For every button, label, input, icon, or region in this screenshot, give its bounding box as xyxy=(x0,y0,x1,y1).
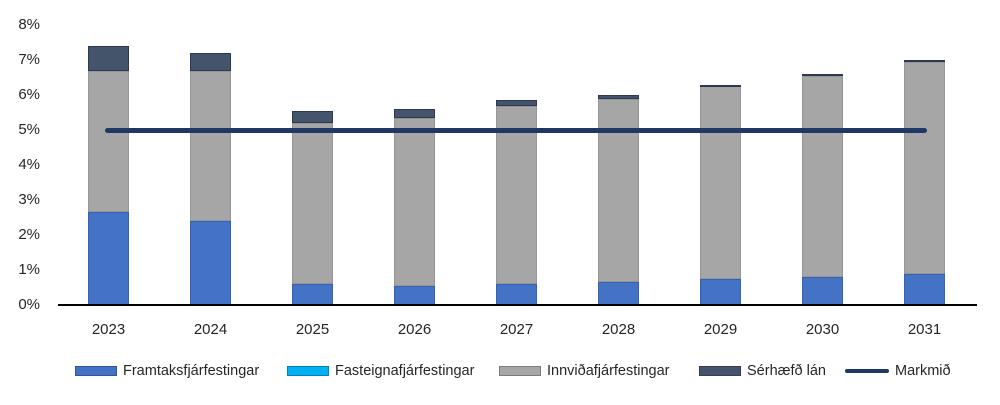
y-tick-label: 2% xyxy=(18,226,40,243)
bar-segment xyxy=(598,98,639,283)
bar-segment xyxy=(904,60,945,62)
x-category-label: 2029 xyxy=(703,321,738,338)
y-tick-label: 0% xyxy=(18,296,40,313)
bar-segment xyxy=(394,109,435,118)
x-category-label: 2031 xyxy=(907,321,942,338)
bar-segment xyxy=(190,70,231,221)
bar-segment xyxy=(190,53,231,71)
legend-label: Sérhæfð lán xyxy=(747,362,826,379)
x-axis-line xyxy=(58,303,977,306)
y-tick-label: 1% xyxy=(18,261,40,278)
bar-segment xyxy=(904,273,945,305)
legend-swatch-rect xyxy=(499,365,541,376)
legend-swatch-line xyxy=(845,368,889,373)
bar-segment xyxy=(496,105,537,284)
y-tick-label: 4% xyxy=(18,156,40,173)
bar-segment xyxy=(88,212,129,305)
legend-item: Fasteignafjárfestingar xyxy=(287,361,474,380)
bar-segment xyxy=(700,84,741,87)
legend-item: Innviðafjárfestingar xyxy=(499,361,670,380)
legend-item: Framtaksfjárfestingar xyxy=(75,361,259,380)
legend-item: Markmið xyxy=(845,361,951,380)
bar-segment xyxy=(802,75,843,277)
bar-segment xyxy=(190,221,231,305)
target-line-markmid xyxy=(105,127,927,133)
bar-segment xyxy=(700,278,741,305)
y-tick-label: 7% xyxy=(18,51,40,68)
legend-swatch-rect xyxy=(287,365,329,376)
x-category-label: 2026 xyxy=(397,321,432,338)
bar-segment xyxy=(700,86,741,279)
x-category-label: 2030 xyxy=(805,321,840,338)
bar-segment xyxy=(292,123,333,284)
y-tick-label: 3% xyxy=(18,191,40,208)
legend-item: Sérhæfð lán xyxy=(699,361,826,380)
bar-segment xyxy=(598,282,639,305)
bar-segment xyxy=(88,46,129,71)
bar-segment xyxy=(292,284,333,305)
legend-label: Framtaksfjárfestingar xyxy=(123,362,260,379)
bar-segment xyxy=(904,61,945,274)
y-tick-label: 6% xyxy=(18,86,40,103)
legend-swatch-rect xyxy=(699,365,741,376)
bar-segment xyxy=(496,100,537,106)
legend-label: Innviðafjárfestingar xyxy=(547,362,670,379)
bar-segment xyxy=(394,117,435,286)
legend-label: Fasteignafjárfestingar xyxy=(335,362,475,379)
bar-segment xyxy=(292,110,333,123)
bar-segment xyxy=(598,95,639,99)
bar-segment xyxy=(394,285,435,305)
bar-segment xyxy=(802,74,843,76)
x-category-label: 2025 xyxy=(295,321,330,338)
y-tick-label: 8% xyxy=(18,16,40,33)
x-category-label: 2028 xyxy=(601,321,636,338)
legend-label: Markmið xyxy=(895,362,951,379)
bar-segment xyxy=(496,284,537,305)
x-category-label: 2024 xyxy=(193,321,228,338)
y-tick-label: 5% xyxy=(18,121,40,138)
bar-segment xyxy=(802,277,843,305)
x-category-label: 2023 xyxy=(91,321,126,338)
bar-segment xyxy=(88,70,129,213)
legend-swatch-rect xyxy=(75,365,117,376)
x-category-label: 2027 xyxy=(499,321,534,338)
